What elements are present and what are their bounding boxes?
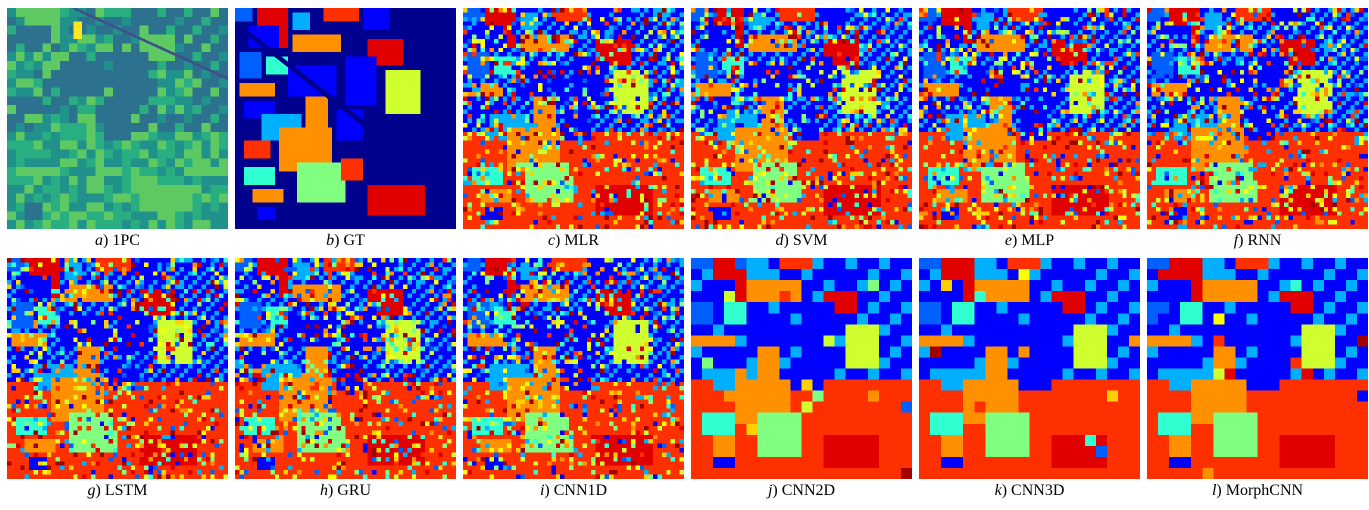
caption-method: GRU (337, 482, 372, 499)
caption-paren: ) (334, 232, 344, 249)
caption-method: MorphCNN (1225, 482, 1304, 499)
caption-paren: ) (544, 482, 554, 499)
caption-letter: c (547, 232, 556, 249)
caption-h: h) GRU (235, 481, 456, 501)
caption-method: RNN (1247, 232, 1282, 249)
caption-paren: ) (772, 482, 782, 499)
caption-letter: e (1004, 232, 1012, 249)
classification-map-i (463, 258, 684, 479)
caption-paren: ) (1011, 232, 1022, 249)
caption-g: g) LSTM (7, 481, 228, 501)
classification-map-c (463, 8, 684, 229)
caption-letter: i (539, 482, 545, 499)
caption-i: i) CNN1D (463, 481, 684, 501)
caption-method: CNN2D (781, 482, 836, 499)
caption-k: k) CNN3D (919, 481, 1140, 501)
caption-letter: a (95, 232, 104, 249)
caption-letter: d (775, 232, 784, 249)
caption-paren: ) (1238, 232, 1248, 249)
caption-method: GT (343, 232, 365, 249)
classification-map-g (7, 258, 228, 479)
classification-map-l (1147, 258, 1368, 479)
caption-method: CNN1D (553, 482, 608, 499)
classification-map-k (919, 258, 1140, 479)
principal-component-image-a (7, 8, 228, 229)
caption-letter: b (326, 232, 335, 249)
caption-j: j) CNN2D (691, 481, 912, 501)
caption-letter: g (87, 482, 96, 499)
classification-map-b (235, 8, 456, 229)
caption-paren: ) (95, 482, 105, 499)
caption-b: b) GT (235, 231, 456, 251)
caption-paren: ) (1001, 482, 1012, 499)
caption-method: SVM (792, 232, 828, 249)
classification-map-f (1147, 8, 1368, 229)
caption-paren: ) (783, 232, 793, 249)
caption-paren: ) (1216, 482, 1226, 499)
caption-paren: ) (103, 232, 113, 249)
caption-l: l) MorphCNN (1147, 481, 1368, 501)
caption-method: MLR (564, 232, 600, 249)
caption-a: a) 1PC (7, 231, 228, 251)
caption-d: d) SVM (691, 231, 912, 251)
classification-map-h (235, 258, 456, 479)
caption-method: 1PC (112, 232, 140, 249)
caption-e: e) MLP (919, 231, 1140, 251)
caption-method: CNN3D (1011, 482, 1065, 499)
caption-letter: f (1233, 232, 1239, 249)
caption-letter: h (319, 482, 328, 499)
classification-map-d (691, 8, 912, 229)
caption-letter: k (994, 482, 1002, 499)
caption-method: MLP (1021, 232, 1055, 249)
caption-paren: ) (327, 482, 338, 499)
caption-letter: l (1211, 482, 1217, 499)
classification-map-e (919, 8, 1140, 229)
classification-map-j (691, 258, 912, 479)
caption-method: LSTM (104, 482, 148, 499)
caption-letter: j (767, 482, 773, 499)
caption-f: f) RNN (1147, 231, 1368, 251)
caption-paren: ) (555, 232, 565, 249)
caption-c: c) MLR (463, 231, 684, 251)
